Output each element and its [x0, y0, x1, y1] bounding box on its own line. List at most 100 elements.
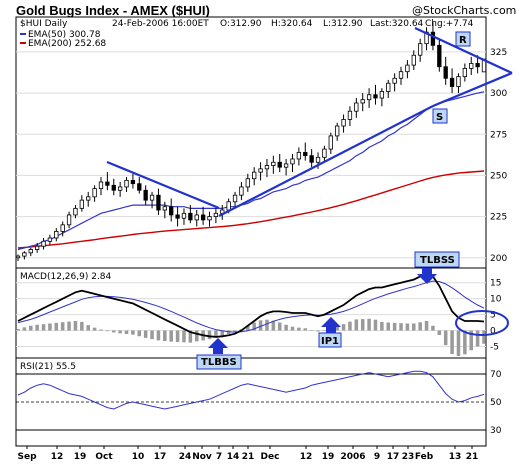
macd-histogram-bar-70 [463, 330, 467, 355]
candle-24 [169, 198, 174, 222]
tlbbs-bottom-arrow [208, 338, 228, 354]
candle-5 [47, 234, 53, 245]
macd-histogram-bar-13 [99, 329, 103, 331]
candle-35 [239, 182, 244, 201]
candle-body-9 [73, 207, 78, 216]
candle-4 [41, 238, 46, 250]
price-y-tick-325: 325 [490, 48, 507, 58]
quote-date: 24-Feb-2006 16:00ET [112, 19, 209, 29]
candle-body-41 [277, 161, 282, 168]
candle-56 [373, 84, 378, 105]
candle-body-38 [258, 168, 263, 173]
quote-open: O:312.90 [220, 19, 262, 29]
candle-57 [379, 88, 385, 107]
macd-histogram-bar-10 [80, 321, 84, 331]
tlbss-top-label: TLBSS [420, 255, 455, 266]
macd-histogram-bar-37 [252, 322, 256, 331]
candle-body-6 [54, 231, 59, 239]
price-y-tick-200: 200 [490, 254, 507, 264]
macd-histogram-bar-6 [54, 322, 59, 331]
candle-body-14 [105, 181, 110, 186]
candle-50 [335, 122, 340, 141]
macd-histogram-bar-8 [67, 321, 71, 331]
macd-histogram-bar-20 [143, 330, 148, 338]
candle-36 [245, 173, 250, 192]
candle-body-51 [341, 119, 346, 127]
candle-52 [347, 106, 353, 127]
ema200-legend: EMA(200) 252.68 [28, 39, 106, 49]
macd-histogram-bar-31 [214, 330, 218, 338]
candle-body-50 [335, 125, 340, 137]
candle-34 [232, 191, 238, 207]
watermark: @StockCharts.com [412, 4, 516, 17]
candle-53 [354, 98, 359, 118]
macd-histogram-bar-11 [86, 325, 90, 331]
x-tick-label-14: 2006 [340, 452, 365, 462]
x-tick-label-11: Dec [261, 452, 280, 462]
macd-histogram-bar-43 [290, 326, 295, 331]
x-tick-label-3: Oct [95, 452, 113, 462]
rsi-series [17, 370, 485, 410]
candle-body-15 [111, 184, 116, 191]
tlbss-top-arrow [417, 268, 437, 284]
candle-71 [469, 56, 474, 75]
macd-histogram-bar-41 [277, 322, 282, 331]
macd-histogram-bar-50 [335, 325, 339, 331]
macd-histogram-bar-22 [156, 330, 161, 341]
macd-histogram-bar-69 [456, 330, 461, 356]
quote-last: Last:320.64 [370, 19, 424, 29]
macd-histogram-bar-44 [297, 327, 301, 331]
candle-21 [149, 191, 155, 209]
candle-64 [424, 27, 429, 51]
candle-body-28 [194, 214, 199, 221]
candle-15 [111, 178, 116, 196]
macd-legend: MACD(12,26,9) 2.84 [20, 272, 112, 282]
candle-body-45 [303, 151, 308, 157]
macd-histogram-bar-57 [380, 321, 384, 331]
candle-body-22 [156, 194, 161, 211]
candle-63 [418, 38, 423, 62]
candle-body-0 [15, 255, 21, 259]
macd-histogram-bar-48 [322, 330, 327, 331]
x-tick-label-6: 24 [179, 452, 192, 462]
candle-body-70 [462, 68, 468, 78]
macd-signal-line [17, 280, 485, 333]
macd-histogram-bar-68 [450, 330, 454, 355]
candle-body-61 [405, 64, 410, 73]
candle-body-29 [200, 214, 206, 221]
macd-histogram-bar-56 [373, 319, 378, 331]
candle-59 [392, 73, 397, 92]
candle-42 [283, 158, 289, 176]
candle-body-3 [34, 245, 40, 250]
candle-body-46 [309, 155, 314, 163]
candle-55 [366, 88, 372, 108]
candle-61 [405, 60, 410, 79]
r-label: R [459, 35, 467, 46]
rsi-y-ticks: 30 50 70 [490, 370, 502, 436]
candle-body-34 [232, 194, 238, 203]
candle-1 [22, 251, 27, 260]
candle-37 [252, 167, 257, 186]
candle-body-27 [188, 212, 193, 221]
macd-histogram-bar-54 [360, 319, 365, 331]
x-tick-label-19: 13 [449, 452, 462, 462]
candle-body-23 [162, 206, 167, 211]
macd-histogram-bar-2 [29, 325, 33, 331]
candle-70 [462, 63, 468, 82]
candle-body-49 [328, 135, 333, 150]
candle-body-47 [315, 156, 321, 163]
rsi-y-tick-50: 50 [490, 398, 502, 408]
macd-y-tick-0: 0 [490, 327, 496, 337]
rsi-line [17, 370, 485, 410]
candle-body-21 [149, 194, 155, 201]
candle-14 [105, 172, 110, 191]
price-y-tick-300: 300 [490, 89, 507, 99]
candle-body-53 [354, 102, 359, 112]
candle-38 [258, 162, 263, 181]
candle-16 [117, 182, 123, 197]
x-tick-label-15: 9 [374, 452, 380, 462]
x-tick-label-0: Sep [17, 452, 37, 462]
candle-0 [15, 254, 21, 262]
candle-22 [156, 188, 161, 215]
x-tick-label-10: 21 [242, 452, 255, 462]
